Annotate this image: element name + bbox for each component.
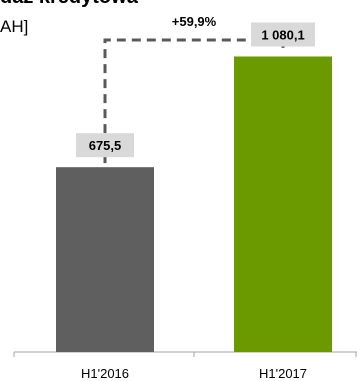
value-label-box (251, 22, 315, 47)
x-tick-label: H1'2016 (81, 366, 129, 381)
bar-H1'2017 (234, 56, 332, 352)
unit-label: AH] (0, 17, 29, 36)
value-label: 1 080,1 (261, 27, 304, 42)
growth-label: +59,9% (172, 14, 217, 29)
value-label: 675,5 (89, 138, 122, 153)
value-label-box (76, 133, 134, 158)
x-tick-label: H1'2017 (259, 366, 307, 381)
bar-H1'2016 (56, 167, 154, 352)
chart-title: daż kredytowa (0, 0, 138, 9)
